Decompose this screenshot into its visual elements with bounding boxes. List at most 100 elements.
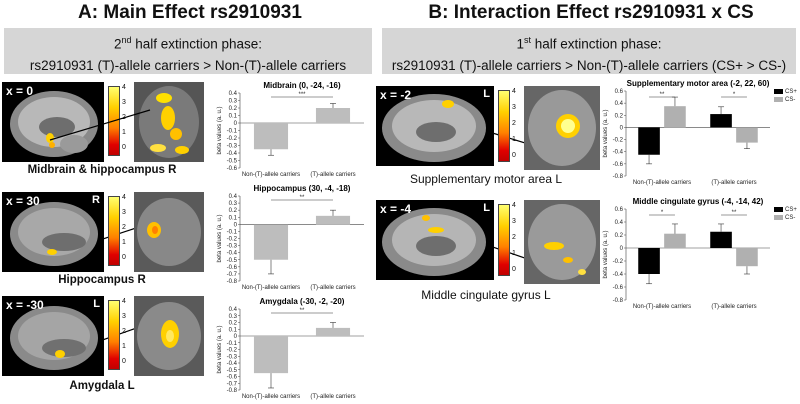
y-tick-label: -0.2 [227, 237, 238, 243]
region-label: Supplementary motor area L [409, 172, 563, 186]
y-tick-label: -0.4 [227, 361, 238, 367]
y-tick-label: -0.8 [613, 298, 624, 304]
zoom-image [134, 82, 204, 162]
cbar-tick: 3 [512, 104, 516, 111]
y-tick-label: 0.4 [229, 91, 238, 97]
y-tick-label: 0.6 [615, 207, 624, 213]
y-tick-label: -0.1 [227, 341, 238, 347]
region-label: Amygdala L [69, 380, 135, 392]
slice-coordinate: x = -30 [6, 298, 44, 312]
zoom-hippocampus [134, 192, 204, 272]
y-tick-label: -0.2 [613, 138, 624, 144]
bar [710, 114, 732, 128]
region-label: Middle cingulate gyrus L [421, 288, 551, 302]
y-tick-label: -0.8 [227, 388, 238, 394]
y-tick-label: -0.2 [613, 259, 624, 265]
y-tick-label: 0.4 [229, 194, 238, 200]
y-tick-label: -0.2 [227, 136, 238, 142]
y-tick-label: 0.3 [229, 99, 238, 105]
brain-sagittal-image [10, 306, 98, 370]
significance-label: * [733, 92, 736, 98]
cbar-tick: 1 [122, 343, 126, 350]
colorbar [108, 300, 120, 370]
phase-sup: nd [121, 35, 132, 45]
bar-chart: Middle cingulate gyrus (-4, -14, 42) 0.6 0… [603, 197, 797, 310]
y-tick-label: -0.4 [227, 251, 238, 257]
y-tick-label: -0.5 [227, 258, 238, 264]
zoom-midbrain [134, 82, 204, 162]
category-label: (T)-allele carriers [310, 285, 355, 291]
panel-a-title: A: Main Effect rs2910931 [78, 2, 302, 23]
significance-label: ** [732, 210, 737, 216]
slice-coordinate: x = -2 [380, 88, 412, 102]
bar-chart: Hippocampus (30, -4, -18)0.40.30.20.10-0… [217, 184, 364, 291]
slice-coordinate: x = 0 [6, 84, 34, 98]
y-axis-label: beta values (a. u.) [603, 230, 609, 278]
zoom-image [134, 296, 204, 376]
cbar-tick: 4 [122, 298, 126, 305]
cbar-tick: 0 [122, 144, 126, 151]
chart-title: Midbrain (0, -24, -16) [263, 81, 341, 90]
cbar-tick: 3 [512, 218, 516, 225]
legend-label: CS+ [785, 89, 797, 95]
region-label: Hippocampus R [58, 274, 146, 286]
y-tick-label: 0.1 [229, 215, 238, 221]
significance-label: ** [660, 92, 665, 98]
panel-b-phase-line2: rs2910931 (T)-allele carriers > Non-(T)-… [391, 57, 787, 73]
bar-chart: Supplementary motor area (-2, 22, 60)0.6… [603, 79, 797, 186]
y-tick-label: 0.2 [615, 233, 624, 239]
cbar-tick: 0 [512, 152, 516, 159]
phase-rest: half extinction phase: [530, 36, 662, 52]
cbar-tick: 4 [512, 202, 516, 209]
bar [664, 233, 686, 248]
legend-label: CS- [785, 97, 795, 103]
y-tick-label: 0.2 [229, 321, 238, 327]
region-label: Midbrain & hippocampus R [27, 164, 177, 176]
y-tick-label: 0 [234, 121, 238, 127]
hemisphere-label: R [92, 194, 100, 206]
slice-coordinate: x = 30 [6, 194, 40, 208]
y-tick-label: -0.4 [613, 150, 624, 156]
chart-title: Amygdala (-30, -2, -20) [260, 297, 345, 306]
panel-a-phase-line1: 2nd half extinction phase: [4, 30, 372, 55]
hemisphere-label: L [483, 88, 490, 100]
panel-b-title: B: Interaction Effect rs2910931 x CS [428, 2, 754, 23]
y-tick-label: -0.2 [227, 348, 238, 354]
y-axis-label: beta values (a. u.) [217, 325, 223, 373]
chart-sma: Supplementary motor area (-2, 22, 60) 0.6… [603, 78, 798, 193]
category-label: Non-(T)-allele carriers [633, 304, 691, 310]
cbar-tick: 2 [512, 120, 516, 127]
y-tick-label: 0.4 [615, 101, 624, 107]
cbar-tick: 1 [512, 136, 516, 143]
y-tick-label: 0.1 [229, 114, 238, 120]
y-tick-label: -0.5 [227, 159, 238, 165]
cbar-tick: 1 [512, 250, 516, 257]
cbar-tick: 4 [122, 84, 126, 91]
y-tick-label: 0.2 [615, 113, 624, 119]
bar-chart: Midbrain (0, -24, -16)0.40.30.20.10-0.1-… [217, 81, 364, 178]
phase-num: 2 [113, 36, 122, 52]
category-label: Non-(T)-allele carriers [242, 285, 300, 291]
y-tick-label: -0.7 [227, 272, 238, 278]
brain-sagittal-hippocampus: x = 30 R [2, 192, 104, 272]
y-tick-label: -0.5 [227, 368, 238, 374]
zoom-image [134, 192, 204, 272]
cbar-tick: 2 [512, 234, 516, 241]
legend-label: CS+ [785, 207, 797, 213]
cbar-tick: 1 [122, 239, 126, 246]
y-tick-label: -0.7 [227, 381, 238, 387]
brain-sagittal-mcg: x = -4 L [376, 200, 494, 280]
zoom-amygdala [134, 296, 204, 376]
bar [638, 127, 660, 155]
y-tick-label: -0.6 [613, 162, 624, 168]
cbar-tick: 4 [122, 194, 126, 201]
cbar-tick: 0 [122, 358, 126, 365]
colorbar-ticks: 4 3 2 1 0 [122, 298, 126, 365]
significance-label: ** [300, 195, 305, 201]
y-tick-label: -0.6 [227, 265, 238, 271]
cbar-tick: 2 [122, 224, 126, 231]
cbar-tick: 0 [122, 254, 126, 261]
y-tick-label: 0 [234, 334, 238, 340]
y-tick-label: 0.3 [229, 314, 238, 320]
y-tick-label: 0.2 [229, 208, 238, 214]
